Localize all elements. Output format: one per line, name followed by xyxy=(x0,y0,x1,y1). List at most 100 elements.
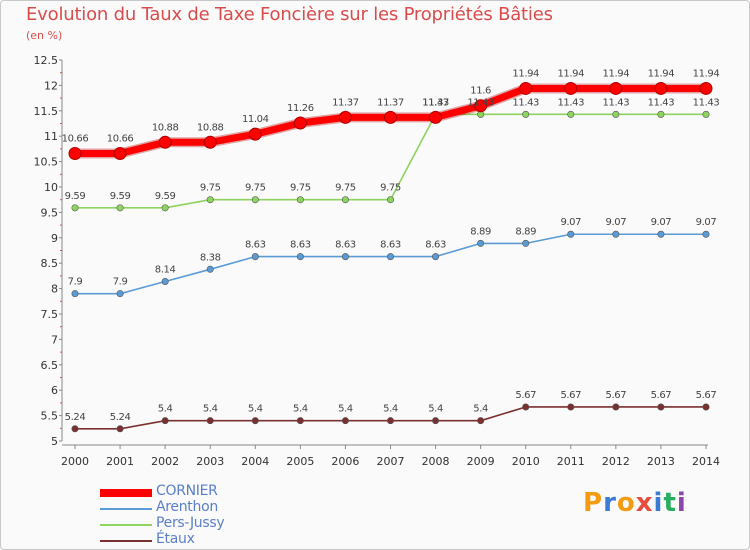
data-point xyxy=(564,81,578,95)
data-label: 11.43 xyxy=(512,97,539,108)
data-label: 5.24 xyxy=(65,412,86,423)
data-label: 11.43 xyxy=(648,97,675,108)
data-label: 5.67 xyxy=(651,390,672,401)
data-label: 5.4 xyxy=(248,404,263,415)
y-tick-label: 7 xyxy=(51,333,58,346)
legend-label: Pers-Jussy xyxy=(156,515,225,531)
data-label: 5.67 xyxy=(606,390,627,401)
data-point xyxy=(386,253,394,261)
data-label: 11.94 xyxy=(512,68,539,79)
x-tick-label: 2007 xyxy=(377,455,405,468)
data-point xyxy=(341,253,349,261)
y-tick-label: 9 xyxy=(51,232,58,245)
data-label: 10.66 xyxy=(62,133,89,144)
data-point xyxy=(116,290,124,298)
logo-letter: o xyxy=(616,488,636,518)
data-point xyxy=(702,230,710,238)
data-label: 5.67 xyxy=(560,390,581,401)
y-tick-label: 6.5 xyxy=(41,359,59,372)
data-point xyxy=(612,230,620,238)
logo-letter: P xyxy=(583,488,604,518)
data-label: 5.4 xyxy=(473,404,488,415)
data-label: 10.88 xyxy=(197,122,224,133)
data-label: 11.43 xyxy=(467,97,494,108)
data-point xyxy=(116,425,124,433)
x-tick-label: 2004 xyxy=(241,455,269,468)
data-label: 11.37 xyxy=(377,97,404,108)
data-label: 5.67 xyxy=(515,390,536,401)
legend-label: Étaux xyxy=(156,531,195,547)
data-label: 11.37 xyxy=(422,97,449,108)
x-tick-label: 2002 xyxy=(151,455,179,468)
data-label: 5.4 xyxy=(203,404,218,415)
proxiti-logo: Proxiti xyxy=(583,488,687,518)
data-point xyxy=(296,253,304,261)
data-label: 11.94 xyxy=(603,68,630,79)
x-tick-label: 2001 xyxy=(106,455,134,468)
data-label: 9.75 xyxy=(200,183,221,194)
data-label: 9.59 xyxy=(110,191,131,202)
x-tick-label: 2000 xyxy=(61,455,89,468)
data-label: 8.63 xyxy=(425,240,446,251)
logo-letter: t xyxy=(663,488,677,518)
x-tick-label: 2014 xyxy=(692,455,720,468)
data-point xyxy=(341,196,349,204)
x-tick-label: 2011 xyxy=(557,455,585,468)
data-label: 9.75 xyxy=(380,183,401,194)
data-label: 8.63 xyxy=(245,240,266,251)
data-label: 5.4 xyxy=(383,404,398,415)
y-tick-label: 5.5 xyxy=(41,410,59,423)
data-label: 8.38 xyxy=(200,252,221,263)
data-point xyxy=(251,417,259,425)
data-label: 9.75 xyxy=(290,183,311,194)
data-point xyxy=(248,127,262,141)
chart-title: Evolution du Taux de Taxe Foncière sur l… xyxy=(26,4,553,25)
data-point xyxy=(519,81,533,95)
legend-swatch xyxy=(100,489,152,497)
data-point xyxy=(71,425,79,433)
legend-label: Arenthon xyxy=(156,499,218,515)
y-tick-label: 10.5 xyxy=(34,156,59,169)
data-label: 9.07 xyxy=(696,217,717,228)
y-tick-label: 12 xyxy=(44,79,58,92)
data-label: 5.4 xyxy=(293,404,308,415)
data-label: 11.94 xyxy=(693,68,720,79)
data-label: 11.43 xyxy=(603,97,630,108)
x-tick-label: 2003 xyxy=(196,455,224,468)
x-tick-label: 2005 xyxy=(286,455,314,468)
y-tick-label: 12.5 xyxy=(34,54,59,67)
x-tick-label: 2006 xyxy=(331,455,359,468)
data-point xyxy=(612,110,620,118)
data-point xyxy=(432,253,440,261)
y-tick-label: 8 xyxy=(51,283,58,296)
x-tick-label: 2010 xyxy=(512,455,540,468)
data-label: 9.75 xyxy=(245,183,266,194)
data-label: 5.24 xyxy=(110,412,131,423)
data-label: 5.4 xyxy=(338,404,353,415)
data-point xyxy=(429,110,443,124)
data-point xyxy=(296,417,304,425)
data-label: 7.9 xyxy=(68,277,83,288)
data-point xyxy=(206,417,214,425)
data-point xyxy=(657,403,665,411)
data-point xyxy=(477,239,485,247)
data-label: 11.04 xyxy=(242,114,269,125)
data-point xyxy=(522,403,530,411)
data-label: 8.63 xyxy=(335,240,356,251)
data-label: 8.14 xyxy=(155,264,176,275)
data-label: 9.07 xyxy=(606,217,627,228)
data-point xyxy=(474,99,488,113)
data-label: 11.43 xyxy=(422,97,449,108)
x-tick-label: 2009 xyxy=(467,455,495,468)
data-point xyxy=(296,196,304,204)
data-point xyxy=(522,239,530,247)
data-point xyxy=(432,417,440,425)
y-tick-label: 8.5 xyxy=(41,257,59,270)
data-label: 11.43 xyxy=(557,97,584,108)
data-point xyxy=(206,265,214,273)
data-label: 11.43 xyxy=(693,97,720,108)
data-point xyxy=(203,135,217,149)
data-point xyxy=(251,196,259,204)
data-point xyxy=(702,403,710,411)
data-point xyxy=(699,81,713,95)
